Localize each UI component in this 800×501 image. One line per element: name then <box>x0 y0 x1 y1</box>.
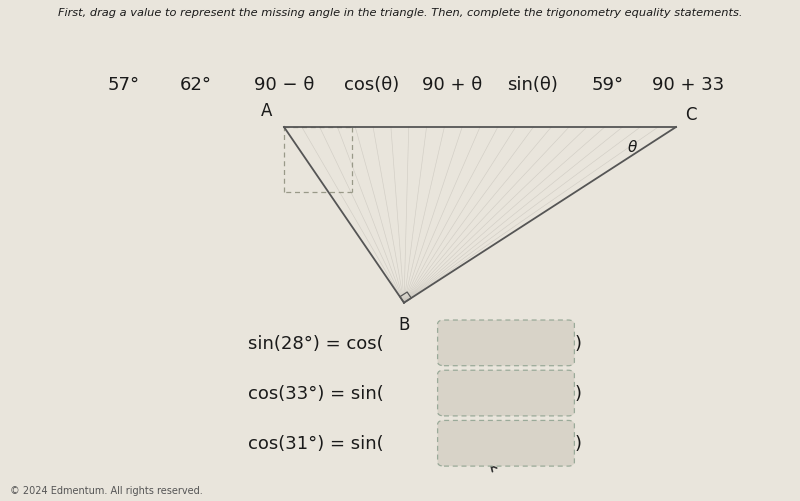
Text: cos(θ): cos(θ) <box>344 76 400 94</box>
Text: 59°: 59° <box>592 76 624 94</box>
Text: A: A <box>261 102 272 120</box>
Text: © 2024 Edmentum. All rights reserved.: © 2024 Edmentum. All rights reserved. <box>10 485 202 495</box>
FancyBboxPatch shape <box>438 321 574 366</box>
Text: sin(θ): sin(θ) <box>506 76 558 94</box>
Text: cos(31°) = sin(: cos(31°) = sin( <box>248 434 384 452</box>
Text: 62°: 62° <box>180 76 212 94</box>
Text: 90 + θ: 90 + θ <box>422 76 482 94</box>
FancyBboxPatch shape <box>438 371 574 416</box>
Text: 90 + 33: 90 + 33 <box>652 76 724 94</box>
Text: 57°: 57° <box>108 76 140 94</box>
Text: θ: θ <box>627 139 637 154</box>
Text: First, drag a value to represent the missing angle in the triangle. Then, comple: First, drag a value to represent the mis… <box>58 8 742 18</box>
Text: ): ) <box>574 434 582 452</box>
Text: B: B <box>398 316 410 334</box>
Text: ): ) <box>574 334 582 352</box>
Text: sin(28°) = cos(: sin(28°) = cos( <box>248 334 384 352</box>
Text: cos(33°) = sin(: cos(33°) = sin( <box>248 384 384 402</box>
Text: C: C <box>686 106 697 124</box>
Text: ): ) <box>574 384 582 402</box>
Text: 90 − θ: 90 − θ <box>254 76 314 94</box>
FancyBboxPatch shape <box>438 420 574 466</box>
